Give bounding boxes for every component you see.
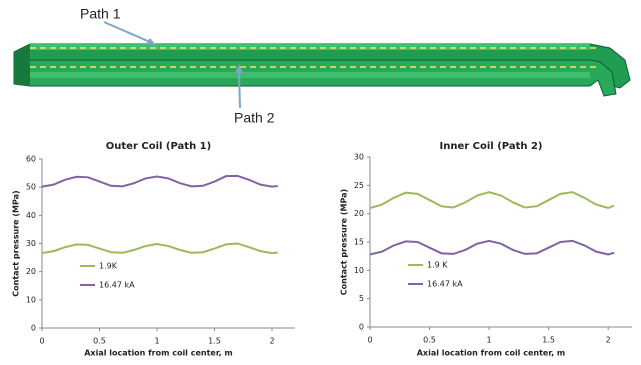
x-tick-label: 0.5 [423,336,436,345]
series-line [42,176,278,187]
x-tick-label: 2 [269,337,274,346]
path-label: Path 1 [80,6,121,22]
legend-label: 1.9 K [427,261,448,270]
series-line [42,244,278,254]
series-line [370,241,614,255]
y-tick-label: 30 [26,239,36,248]
arrow [239,72,240,108]
x-tick-label: 1 [154,337,159,346]
x-tick-label: 0 [39,337,44,346]
y-tick-label: 10 [354,266,364,275]
y-tick-label: 0 [31,324,36,333]
x-tick-label: 1 [487,336,492,345]
y-axis-label: Contact pressure (MPa) [340,189,349,295]
x-tick-label: 1.5 [208,337,221,346]
x-tick-label: 0 [367,336,372,345]
y-tick-label: 30 [354,153,364,162]
coil-stripe [30,72,590,78]
series-line [370,192,614,208]
x-tick-label: 0.5 [93,337,106,346]
coil-model [14,44,630,96]
coil-stripe [30,44,590,50]
chart-title: Outer Coil (Path 1) [106,141,211,152]
figure: Path 1 Path 2 Outer Coil (Path 1)0102030… [0,0,641,361]
y-tick-label: 20 [354,209,364,218]
legend-label: 1.9K [99,262,118,271]
y-tick-label: 0 [359,323,364,332]
arrow [104,22,150,42]
y-tick-label: 10 [26,295,36,304]
x-axis-label: Axial location from coil center, m [417,349,566,358]
x-axis-label: Axial location from coil center, m [84,349,233,358]
y-tick-label: 60 [26,155,36,164]
y-tick-label: 5 [359,294,364,303]
y-tick-label: 40 [26,211,36,220]
legend-label: 16.47 kA [99,281,135,290]
y-axis-label: Contact pressure (MPa) [12,190,21,296]
y-tick-label: 15 [354,238,364,247]
chart-title: Inner Coil (Path 2) [440,141,543,152]
x-tick-label: 2 [606,336,611,345]
y-tick-label: 50 [26,183,36,192]
legend-label: 16.47 kA [427,280,463,289]
path-label: Path 2 [234,110,275,126]
y-tick-label: 25 [354,181,364,190]
y-tick-label: 20 [26,267,36,276]
x-tick-label: 1.5 [542,336,555,345]
